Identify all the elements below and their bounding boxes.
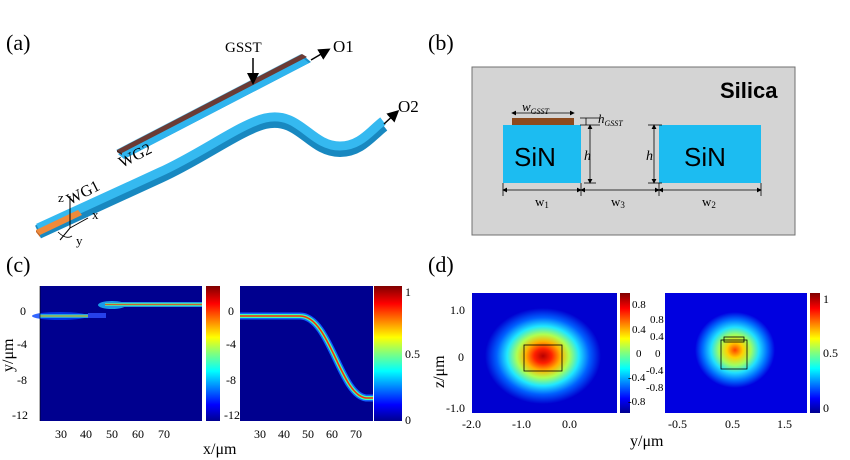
c-left-ytick-0: 0 (20, 304, 26, 318)
mode-d-right (665, 293, 807, 413)
d-left-ytick-0: 1.0 (450, 303, 465, 317)
d-left-ytick-1: 0 (458, 350, 464, 364)
heatmap-c-right-axes: 0 -4 -8 -12 30 40 50 60 70 (224, 304, 362, 441)
panel-d-label: (d) (428, 252, 454, 277)
d-left-xtick-0: -2.0 (462, 417, 481, 431)
c-xlabel: x/μm (203, 441, 237, 458)
panel-d: (d) 1.0 0 -1.0 -2.0 -1.0 0.0 z/μm 0.8 0.… (428, 252, 838, 450)
c-right-colorbar (374, 286, 402, 421)
c-cbar-tick-0: 1 (405, 285, 411, 299)
c-left-xtick-4: 70 (158, 427, 170, 441)
d-left-ytick-2: -1.0 (446, 401, 465, 415)
c-left-xtick-1: 40 (80, 427, 92, 441)
o2-label: O2 (398, 97, 419, 116)
d-right-ytick-1: 0.4 (650, 331, 664, 343)
h-gsst-label: hGSST (598, 111, 623, 128)
d-right-cbar-2: 0 (823, 401, 829, 415)
gsst-layer (117, 54, 307, 155)
d-right-ytick-2: 0 (655, 348, 661, 360)
c-right-ytick-0: 0 (228, 304, 234, 318)
sin-label-2: SiN (684, 142, 726, 172)
gsst-label: GSST (225, 40, 262, 56)
c-right-xtick-1: 40 (278, 427, 290, 441)
c-right-xtick-0: 30 (254, 427, 266, 441)
h-label-2: h (646, 149, 653, 164)
heatmap-c-left-axes: 0 -4 -8 -12 30 40 50 60 70 (12, 286, 170, 441)
o1-label: O1 (333, 37, 354, 56)
d-right-xtick-2: 1.5 (777, 417, 792, 431)
c-left-xtick-3: 60 (132, 427, 144, 441)
c-right-ytick-1: -4 (226, 337, 236, 351)
w1-label: w1 (535, 194, 549, 210)
d-left-cbar-0: 0.8 (632, 299, 646, 311)
panel-c: (c) 0 -4 -8 -12 30 40 50 60 70 y/μm (0, 252, 420, 458)
silica-label: Silica (720, 78, 778, 103)
d-xlabel: y/μm (630, 433, 664, 450)
panel-a-label: (a) (6, 30, 30, 55)
h-label-1: h (584, 149, 591, 164)
d-left-xtick-1: -1.0 (512, 417, 531, 431)
mode-d-left (472, 293, 617, 413)
c-right-xtick-2: 50 (302, 427, 314, 441)
d-right-ytick-4: -0.8 (646, 382, 664, 394)
c-left-xtick-2: 50 (106, 427, 118, 441)
d-right-cbar-0: 1 (823, 292, 829, 306)
panel-b: (b) Silica SiN SiN wGSST (428, 30, 796, 236)
d-left-cbar-4: -0.8 (628, 396, 646, 408)
c-ylabel: y/μm (0, 338, 17, 372)
c-left-colorbar (206, 286, 220, 421)
c-cbar-tick-1: 0.5 (405, 347, 420, 361)
c-left-ytick-1: -4 (17, 337, 27, 351)
heatmap-c-left (32, 286, 202, 421)
d-left-xtick-2: 0.0 (562, 417, 577, 431)
d-left-cbar-3: -0.4 (628, 372, 646, 384)
w-gsst-label: wGSST (522, 99, 549, 116)
d-right-xtick-1: 0.5 (725, 417, 740, 431)
sin-core-1 (503, 125, 581, 183)
c-left-ytick-3: -12 (12, 408, 28, 422)
sin-core-2 (659, 125, 761, 183)
axis-x-label: x (92, 207, 99, 222)
d-left-cbar-2: 0 (636, 348, 642, 360)
c-right-ytick-3: -12 (224, 408, 240, 422)
d-right-ytick-3: -0.4 (646, 365, 664, 377)
coord-axes: z x y (57, 190, 99, 248)
gsst-strip (512, 118, 574, 125)
o2-arrow (383, 109, 400, 125)
d-right-ytick-0: 0.8 (650, 314, 664, 326)
axis-z-label: z (58, 190, 64, 205)
sin-label-1: SiN (514, 142, 556, 172)
d-ylabel: z/μm (431, 355, 448, 388)
c-left-xtick-0: 30 (55, 427, 67, 441)
wg1-waveguide (35, 112, 388, 239)
dimension-lines (502, 110, 762, 196)
o1-arrow (310, 48, 331, 61)
panel-c-label: (c) (6, 252, 30, 277)
d-left-colorbar (620, 293, 630, 413)
c-right-ytick-2: -8 (226, 373, 236, 387)
panel-a: (a) GSST O1 O2 WG2 WG (6, 30, 419, 248)
w3-label: w3 (611, 194, 625, 210)
w2-label: w2 (702, 194, 716, 210)
axis-y-label: y (76, 233, 83, 248)
d-right-cbar-1: 0.5 (823, 346, 838, 360)
heatmap-c-right (240, 286, 373, 421)
c-right-xtick-3: 60 (326, 427, 338, 441)
c-cbar-tick-2: 0 (405, 413, 411, 427)
c-left-ytick-2: -8 (17, 373, 27, 387)
d-left-cbar-1: 0.4 (632, 324, 646, 336)
d-right-xtick-0: -0.5 (668, 417, 687, 431)
d-right-colorbar (810, 293, 820, 413)
c-right-xtick-4: 70 (350, 427, 362, 441)
panel-b-label: (b) (428, 30, 454, 55)
